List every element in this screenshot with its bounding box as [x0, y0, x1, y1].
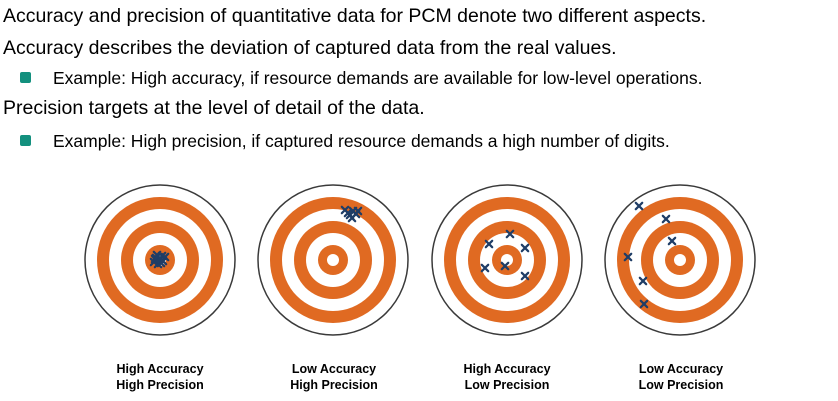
hit-marker [152, 250, 162, 260]
caption-target-2: Low Accuracy High Precision [254, 361, 414, 393]
hit-marker [353, 206, 363, 216]
caption-target-4: Low Accuracy Low Precision [601, 361, 761, 393]
bullet-text: Example: High accuracy, if resource dema… [53, 68, 703, 88]
precision-definition: Precision targets at the level of detail… [3, 97, 425, 119]
caption-precision: Low Precision [638, 378, 724, 392]
intro-line: Accuracy and precision of quantitative d… [3, 5, 707, 27]
hit-marker [480, 263, 490, 273]
hit-marker [520, 271, 530, 281]
bullet-icon [20, 135, 31, 146]
caption-target-3: High Accuracy Low Precision [427, 361, 587, 393]
caption-precision: High Precision [116, 378, 204, 392]
hit-marker [500, 261, 510, 271]
hit-marker [667, 236, 677, 246]
target-bullseye [327, 254, 339, 266]
hit-marker [160, 252, 170, 262]
target-bullseye [501, 254, 513, 266]
hit-marker [638, 276, 648, 286]
target-bullseye [674, 254, 686, 266]
caption-accuracy: Low Accuracy [291, 362, 377, 376]
hit-marker [623, 252, 633, 262]
hit-marker [661, 214, 671, 224]
target-1 [84, 184, 236, 336]
bullet-item-precision-example: Example: High precision, if captured res… [20, 130, 670, 152]
caption-precision: High Precision [290, 378, 378, 392]
caption-accuracy: High Accuracy [463, 362, 551, 376]
bullet-icon [20, 72, 31, 83]
hit-marker [156, 258, 166, 268]
hit-marker [634, 201, 644, 211]
bullet-item-accuracy-example: Example: High accuracy, if resource dema… [20, 67, 702, 89]
accuracy-definition: Accuracy describes the deviation of capt… [3, 37, 617, 59]
hit-marker [505, 229, 515, 239]
bullet-text: Example: High precision, if captured res… [53, 131, 670, 151]
target-4 [604, 184, 756, 336]
caption-target-1: High Accuracy High Precision [80, 361, 240, 393]
hit-marker [484, 239, 494, 249]
caption-accuracy: High Accuracy [116, 362, 204, 376]
hit-marker [520, 243, 530, 253]
target-3 [431, 184, 583, 336]
hit-marker [150, 254, 160, 264]
hit-marker [343, 208, 353, 218]
target-2 [257, 184, 409, 336]
hit-marker [639, 299, 649, 309]
caption-precision: Low Precision [464, 378, 550, 392]
caption-accuracy: Low Accuracy [638, 362, 724, 376]
